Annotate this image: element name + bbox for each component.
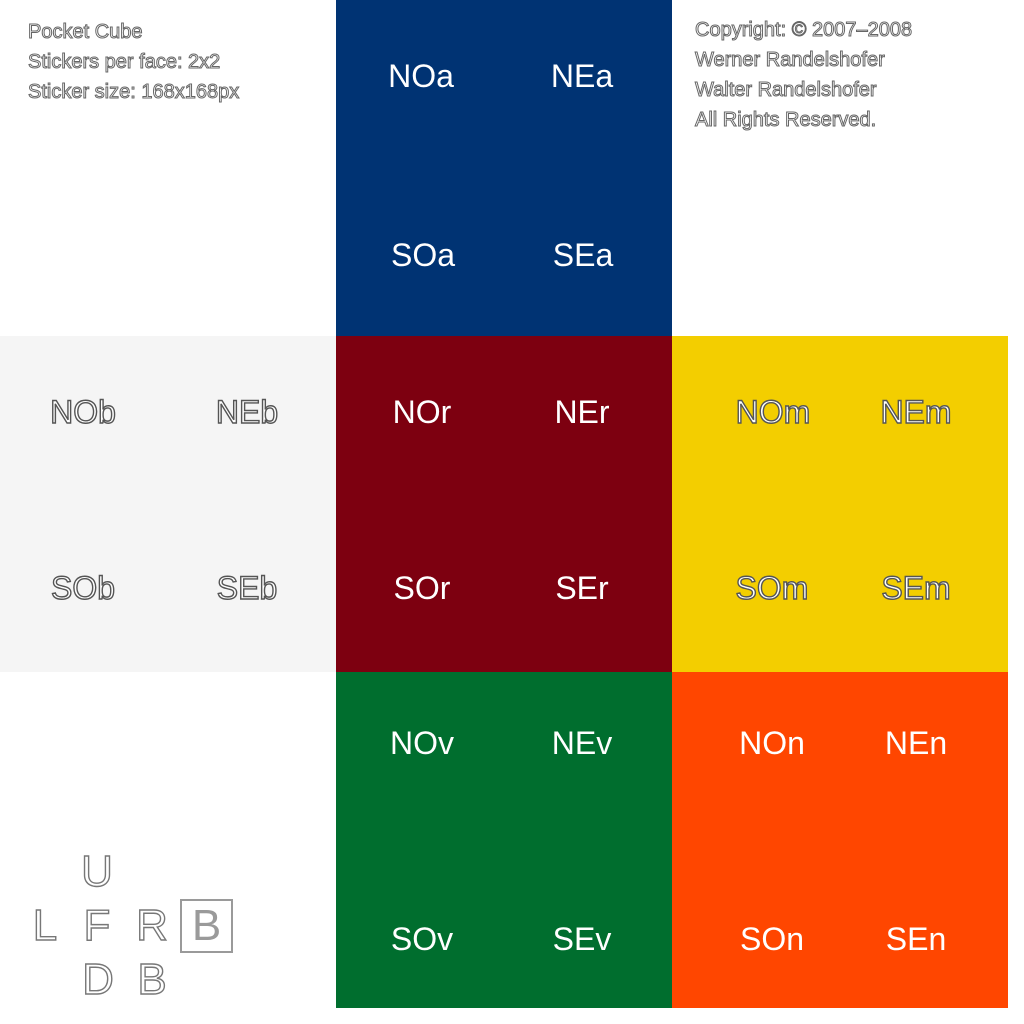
sticker-front-so: SOr (393, 570, 451, 606)
sticker-up-so: SOa (390, 237, 456, 273)
sticker-back-se: SEn (885, 921, 947, 957)
face-left: NOb NEb SOb SEb (0, 336, 336, 672)
legend-back: B (137, 954, 168, 1004)
sticker-front-no: NOr (392, 394, 452, 430)
info-stickers-per-face: Stickers per face: 2x2 (27, 51, 221, 74)
sticker-down-ne: NEv (551, 725, 613, 761)
legend-right: R (135, 900, 168, 950)
sticker-down-no: NOv (390, 725, 454, 761)
sticker-up-no: NOa (388, 58, 454, 94)
author-line-2: Walter Randelshofer (694, 79, 877, 102)
sticker-left-so: SOb (50, 569, 116, 606)
sticker-down-so: SOv (390, 921, 454, 957)
copyright-block: Copyright: © 2007–2008 Werner Randelshof… (694, 15, 913, 135)
legend-down: D (81, 954, 114, 1004)
info-sticker-size: Sticker size: 168x168px (27, 81, 240, 104)
legend-front: F (83, 900, 111, 950)
face-down: NOv NEv SOv SEv (336, 672, 672, 1008)
face-right: NOm NEm SOm SEm (672, 336, 1008, 672)
sticker-back-so: SOn (739, 921, 805, 957)
rights-line: All Rights Reserved. (694, 109, 877, 132)
sticker-up-ne: NEa (550, 58, 614, 94)
info-title: Pocket Cube (27, 21, 143, 44)
sticker-right-ne: NEm (880, 393, 953, 430)
sticker-back-ne: NEn (884, 725, 948, 761)
sticker-left-se: SEb (216, 569, 278, 606)
face-front: NOr NEr SOr SEr (336, 336, 672, 672)
sticker-right-so: SOm (735, 569, 809, 606)
copyright-line: Copyright: © 2007–2008 (694, 19, 913, 42)
face-up: NOa NEa SOa SEa (336, 0, 672, 336)
sticker-right-se: SEm (881, 569, 952, 606)
sticker-right-no: NOm (735, 393, 811, 430)
info-block: Pocket Cube Stickers per face: 2x2 Stick… (27, 17, 240, 107)
legend-up: U (80, 846, 113, 896)
sticker-front-ne: NEr (554, 394, 610, 430)
face-back: NOn NEn SOn SEn (672, 672, 1008, 1008)
sticker-up-se: SEa (552, 237, 614, 273)
sticker-front-se: SEr (555, 570, 609, 606)
legend-back-highlighted: B (180, 899, 233, 953)
sticker-left-ne: NEb (215, 393, 279, 430)
sticker-back-no: NOn (739, 725, 805, 761)
author-line-1: Werner Randelshofer (694, 49, 885, 72)
sticker-down-se: SEv (552, 921, 612, 957)
sticker-left-no: NOb (49, 393, 116, 430)
legend-left: L (32, 900, 58, 950)
